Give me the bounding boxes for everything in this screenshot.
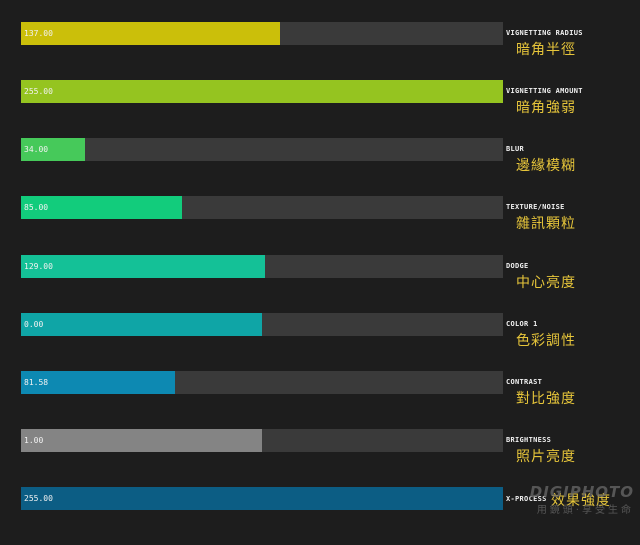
slider-fill[interactable] <box>21 80 503 103</box>
slider-contrast[interactable]: 81.58 CONTRAST 對比強度 <box>21 371 631 429</box>
slider-track[interactable]: 85.00 <box>21 196 503 219</box>
slider-color-1[interactable]: 0.00 COLOR 1 色彩調性 <box>21 313 631 371</box>
slider-label: X-PROCESS <box>506 495 547 503</box>
slider-fill[interactable] <box>21 255 265 278</box>
slider-track[interactable]: 0.00 <box>21 313 503 336</box>
slider-label: CONTRAST <box>506 378 543 386</box>
slider-track[interactable]: 255.00 <box>21 487 503 510</box>
slider-label-zh: 照片亮度 <box>516 449 576 465</box>
slider-track[interactable]: 255.00 <box>21 80 503 103</box>
slider-label-zh: 暗角強弱 <box>516 100 576 116</box>
slider-label: BRIGHTNESS <box>506 436 552 444</box>
slider-dodge[interactable]: 129.00 DODGE 中心亮度 <box>21 255 631 313</box>
slider-label: DODGE <box>506 262 529 270</box>
slider-label: VIGNETTING RADIUS <box>506 29 583 37</box>
slider-label: BLUR <box>506 145 525 153</box>
slider-fill[interactable] <box>21 371 176 394</box>
slider-label: TEXTURE/NOISE <box>506 203 565 211</box>
slider-value: 34.00 <box>24 145 49 154</box>
slider-label-zh: 效果強度 <box>551 493 611 509</box>
slider-fill[interactable] <box>21 196 182 219</box>
slider-value: 0.00 <box>24 320 44 329</box>
slider-fill[interactable] <box>21 487 503 510</box>
slider-track[interactable]: 34.00 <box>21 138 503 161</box>
slider-track[interactable]: 137.00 <box>21 22 503 45</box>
slider-label-zh: 中心亮度 <box>516 275 576 291</box>
slider-label: COLOR 1 <box>506 320 538 328</box>
slider-label-zh: 雜訊顆粒 <box>516 216 576 232</box>
watermark-text: DIGIPHOTO <box>529 483 634 501</box>
slider-label-zh: 色彩調性 <box>516 333 576 349</box>
slider-value: 255.00 <box>24 494 53 503</box>
slider-panel: 137.00 VIGNETTING RADIUS 暗角半徑 255.00 VIG… <box>21 22 631 510</box>
slider-track[interactable]: 1.00 <box>21 429 503 452</box>
slider-value: 1.00 <box>24 436 44 445</box>
slider-track[interactable]: 129.00 <box>21 255 503 278</box>
slider-fill[interactable] <box>21 313 262 336</box>
slider-value: 129.00 <box>24 262 53 271</box>
slider-texture-noise[interactable]: 85.00 TEXTURE/NOISE 雜訊顆粒 <box>21 196 631 254</box>
slider-blur[interactable]: 34.00 BLUR 邊緣模糊 <box>21 138 631 196</box>
watermark-subtext: 用鏡頭‧享受生命 <box>536 505 634 516</box>
slider-vignetting-radius[interactable]: 137.00 VIGNETTING RADIUS 暗角半徑 <box>21 22 631 80</box>
slider-brightness[interactable]: 1.00 BRIGHTNESS 照片亮度 <box>21 429 631 487</box>
slider-value: 255.00 <box>24 87 53 96</box>
slider-value: 85.00 <box>24 203 49 212</box>
watermark-logo: DIGIPHOTO 用鏡頭‧享受生命 <box>530 483 634 516</box>
slider-label-zh: 邊緣模糊 <box>516 158 576 174</box>
slider-fill[interactable] <box>21 429 262 452</box>
slider-label-zh: 對比強度 <box>516 391 576 407</box>
slider-value: 81.58 <box>24 378 49 387</box>
slider-vignetting-amount[interactable]: 255.00 VIGNETTING AMOUNT 暗角強弱 <box>21 80 631 138</box>
slider-track[interactable]: 81.58 <box>21 371 503 394</box>
slider-value: 137.00 <box>24 29 53 38</box>
slider-x-process[interactable]: 255.00 X-PROCESS 效果強度 <box>21 487 631 545</box>
slider-fill[interactable] <box>21 138 86 161</box>
slider-label: VIGNETTING AMOUNT <box>506 87 583 95</box>
slider-fill[interactable] <box>21 22 280 45</box>
slider-label-zh: 暗角半徑 <box>516 42 576 58</box>
